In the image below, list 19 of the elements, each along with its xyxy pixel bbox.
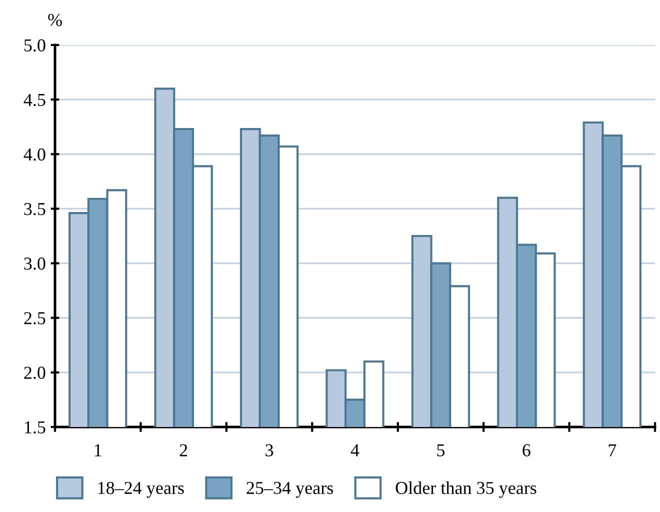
x-tick-label: 4: [350, 444, 360, 456]
legend-label: 25–34 years: [246, 482, 334, 498]
x-tick-label: 1: [94, 444, 102, 456]
x-tick-label: 2: [180, 444, 188, 456]
y-tick-label: 4.5: [24, 94, 46, 106]
y-tick-label: 2.5: [24, 312, 46, 324]
y-tick-label: 4.0: [24, 148, 46, 161]
y-tick-label: 5.0: [24, 39, 46, 52]
y-tick-label: 3.5: [24, 203, 46, 216]
x-tick-label: 5: [437, 444, 445, 456]
x-tick-label: 7: [608, 444, 616, 456]
x-tick-label: 3: [266, 444, 274, 456]
y-tick-label: 3.0: [24, 258, 46, 270]
legend-label: 18–24 years: [98, 482, 184, 498]
legend-label: Older than 35 years: [396, 481, 536, 498]
y-tick-label: 1.5: [24, 421, 46, 434]
x-tick-label: 6: [522, 444, 530, 456]
y-tick-label: 2.0: [24, 366, 46, 379]
y-axis-title: %: [48, 14, 62, 26]
